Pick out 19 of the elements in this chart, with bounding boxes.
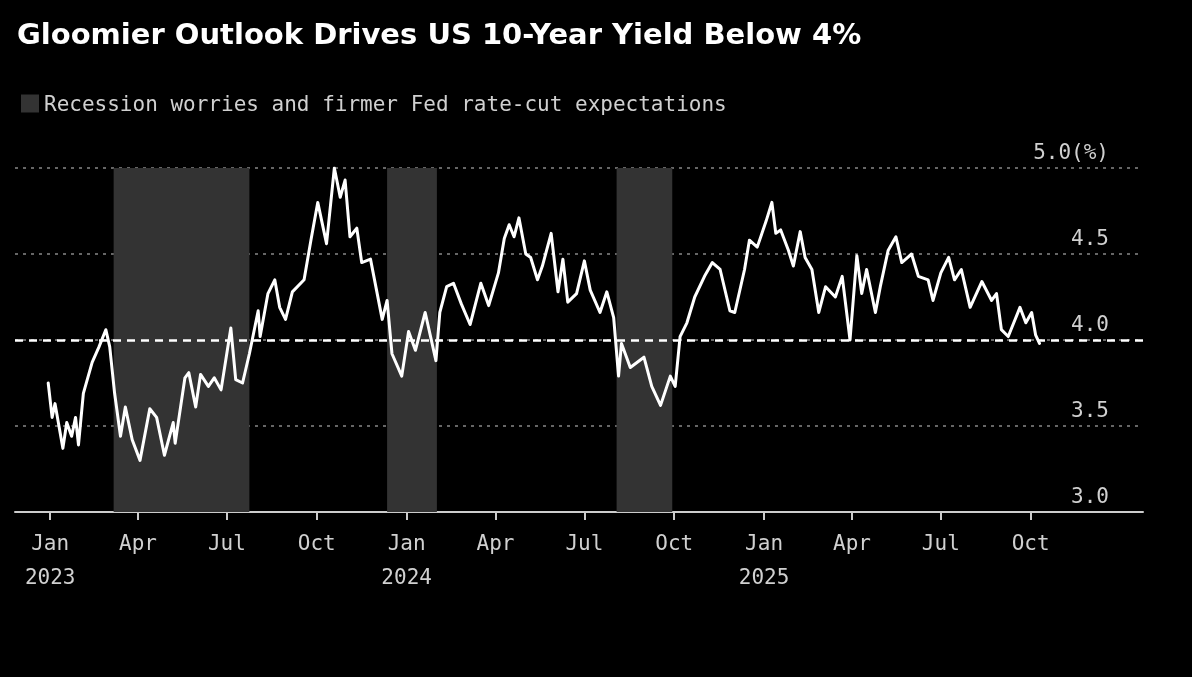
x-tick-label: Jan 2024: [381, 531, 432, 589]
x-tick-label: Jan 2023: [24, 531, 76, 589]
y-tick-label: 3.0: [1071, 483, 1109, 508]
x-tick-label: Oct: [1011, 531, 1050, 555]
x-tick-label: Jul: [207, 531, 246, 555]
x-tick-label: Apr: [476, 531, 515, 555]
y-tick-label: 3.5: [1071, 397, 1109, 422]
x-tick-label: Jan 2025: [738, 531, 790, 589]
x-tick-label: Oct: [655, 531, 694, 555]
x-tick-label: Jul: [921, 531, 960, 555]
y-tick-label: 4.5: [1071, 225, 1109, 250]
legend-label: Recession worries and firmer Fed rate-cut expectations: [44, 91, 727, 116]
chart-title: Gloomier Outlook Drives US 10-Year Yield Below 4%: [17, 16, 862, 51]
x-tick-label: Jul: [565, 531, 604, 555]
y-tick-label: 4.0: [1071, 311, 1109, 336]
x-tick-label: Oct: [297, 531, 336, 555]
x-tick-label: Apr: [833, 531, 871, 555]
x-tick-label: Apr: [119, 531, 158, 555]
y-tick-label: 5.0(%): [1033, 139, 1109, 164]
